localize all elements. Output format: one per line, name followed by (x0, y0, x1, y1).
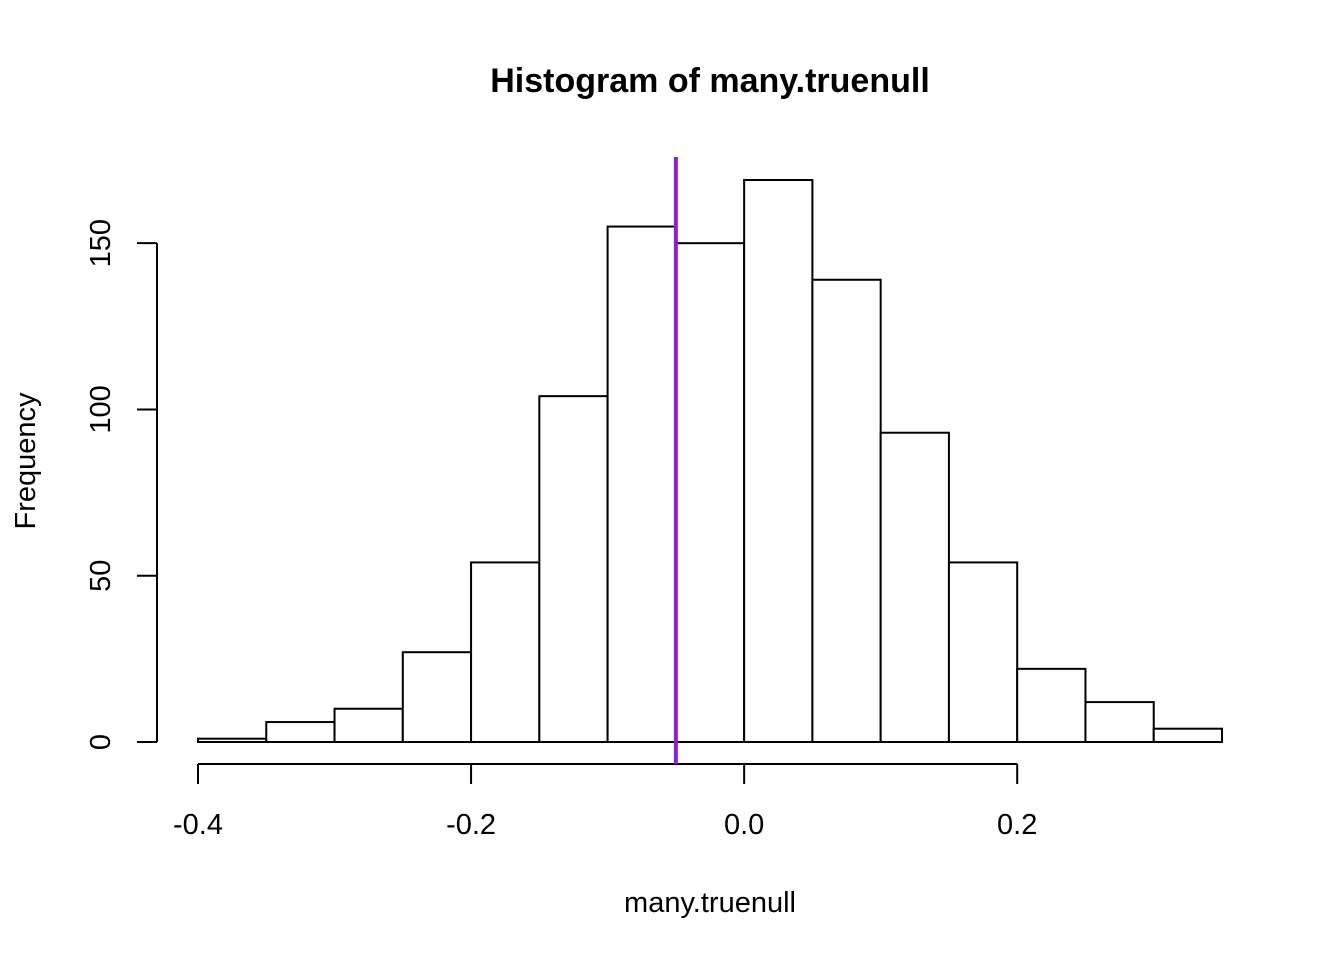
histogram-bar (743, 179, 814, 743)
y-tick-label: 100 (85, 385, 117, 433)
histogram-bar (333, 707, 404, 743)
histogram-bar (1084, 701, 1155, 743)
y-axis-label: Frequency (10, 392, 42, 530)
histogram-bar (674, 242, 746, 743)
chart-title: Histogram of many.truenull (490, 62, 930, 100)
x-tick-label: 0.0 (724, 809, 764, 841)
x-axis-label: many.truenull (624, 887, 796, 919)
histogram-bar (606, 225, 677, 743)
histogram-bar (1016, 667, 1087, 743)
y-tick-label: 150 (85, 219, 117, 267)
histogram-bar (538, 395, 609, 743)
histogram-bar (1152, 727, 1223, 744)
histogram-bar (879, 431, 950, 743)
y-tick-label: 50 (85, 560, 117, 592)
histogram-bar (197, 737, 268, 744)
x-tick-label: 0.2 (997, 809, 1037, 841)
histogram-bar (401, 651, 473, 743)
histogram-bar (265, 721, 336, 744)
histogram-bar (811, 278, 882, 743)
x-tick-label: -0.2 (446, 809, 496, 841)
y-axis: 0 50 100 150 (85, 219, 158, 750)
bars-group (197, 179, 1223, 744)
y-tick-label: 0 (85, 734, 117, 750)
histogram-bar (470, 561, 541, 743)
histogram-bar (947, 561, 1019, 743)
x-tick-label: -0.4 (173, 809, 223, 841)
x-axis: -0.4 -0.2 0.0 0.2 (173, 763, 1037, 841)
